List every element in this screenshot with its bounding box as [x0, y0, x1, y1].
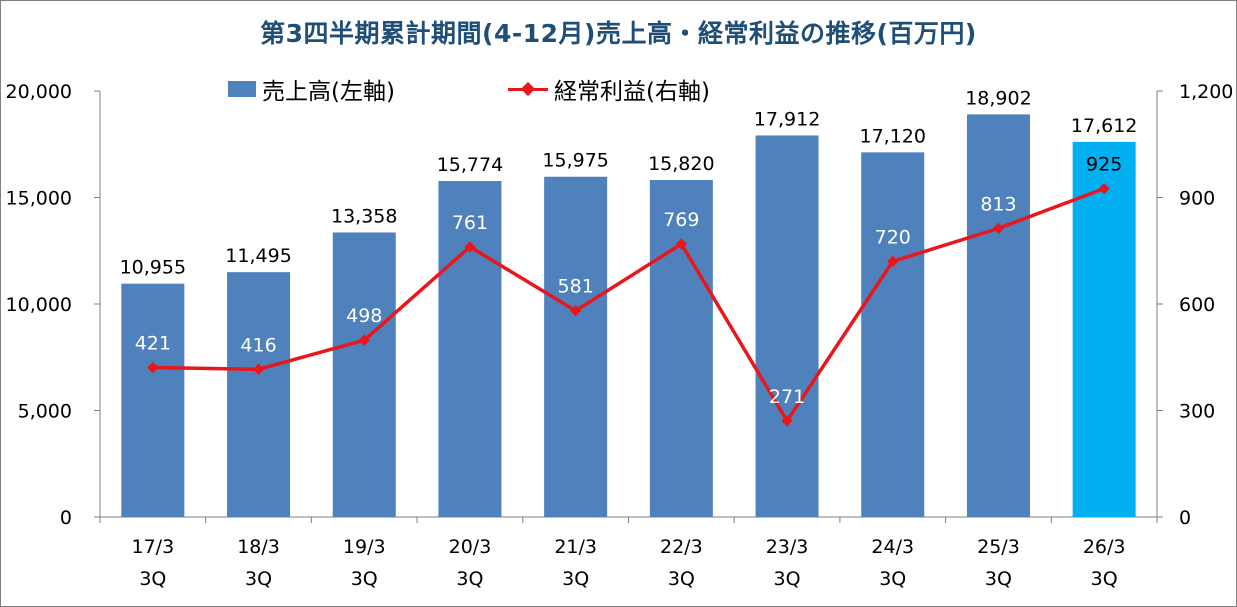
- chart-legend: 売上高(左軸) 経常利益(右軸): [0, 72, 1237, 105]
- legend-item-profit: 経常利益(右軸): [508, 72, 710, 106]
- x-tick-label-sub: 3Q: [668, 568, 695, 590]
- bar-value-label: 17,612: [1071, 115, 1137, 137]
- y-left-tick-label: 10,000: [6, 294, 72, 316]
- x-tick-label-sub: 3Q: [139, 568, 166, 590]
- profit-point: [569, 305, 582, 317]
- x-tick-label: 21/3: [554, 536, 597, 558]
- profit-point: [781, 415, 793, 427]
- x-tick-label-sub: 3Q: [351, 568, 378, 590]
- x-tick-label: 25/3: [977, 536, 1020, 558]
- profit-value-label: 925: [1086, 154, 1122, 176]
- x-tick-label: 17/3: [132, 536, 175, 558]
- x-tick-label: 20/3: [449, 536, 492, 558]
- x-tick-label-sub: 3Q: [1091, 568, 1118, 590]
- y-left-tick-label: 15,000: [6, 188, 72, 210]
- profit-point: [887, 255, 899, 268]
- profit-point: [358, 334, 370, 346]
- profit-point: [992, 222, 1005, 235]
- y-left-tick-label: 20,000: [6, 81, 72, 103]
- chart-title: 第3四半期累計期間(4-12月)売上高・経常利益の推移(百万円): [260, 19, 977, 48]
- x-tick-label-sub: 3Q: [985, 568, 1012, 590]
- x-tick-label-sub: 3Q: [774, 568, 801, 590]
- bar-value-label: 17,120: [860, 125, 926, 147]
- bar-value-label: 11,495: [225, 245, 291, 267]
- profit-value-label: 498: [346, 305, 382, 327]
- x-tick-label-sub: 3Q: [879, 568, 906, 590]
- bar: [332, 232, 396, 517]
- profit-value-label: 769: [663, 209, 699, 231]
- bar: [121, 283, 185, 517]
- x-tick-label: 23/3: [766, 536, 809, 558]
- x-tick-label: 26/3: [1083, 536, 1126, 558]
- bar: [227, 272, 291, 517]
- profit-value-label: 271: [769, 386, 805, 408]
- bar: [1072, 141, 1136, 518]
- bar: [966, 114, 1030, 518]
- bar: [438, 181, 502, 517]
- profit-point: [147, 361, 159, 374]
- legend-label-profit: 経常利益(右軸): [554, 79, 710, 105]
- legend-line-swatch: [508, 81, 548, 97]
- bar-value-label: 17,912: [754, 108, 820, 130]
- y-right-tick-label: 900: [1179, 188, 1215, 210]
- bar: [861, 152, 925, 517]
- profit-value-label: 421: [135, 333, 171, 355]
- x-tick-label: 24/3: [871, 536, 914, 558]
- y-right-tick-label: 600: [1179, 294, 1215, 316]
- bar: [649, 180, 713, 517]
- y-right-tick-label: 300: [1179, 401, 1215, 423]
- bar-value-label: 15,774: [437, 154, 503, 176]
- profit-line: [152, 186, 1105, 423]
- x-tick-label: 22/3: [660, 536, 703, 558]
- x-tick-label: 18/3: [237, 536, 280, 558]
- y-left-tick-label: 5,000: [18, 401, 72, 423]
- profit-value-label: 720: [875, 226, 911, 248]
- profit-value-label: 813: [980, 193, 1016, 215]
- legend-item-sales: 売上高(左軸): [228, 72, 395, 106]
- y-right-tick-label: 1,200: [1179, 81, 1233, 103]
- profit-value-label: 581: [558, 276, 594, 298]
- profit-value-label: 761: [452, 212, 488, 234]
- bar-value-label: 10,955: [120, 257, 186, 279]
- profit-value-label: 416: [240, 334, 276, 356]
- legend-label-sales: 売上高(左軸): [262, 79, 395, 105]
- y-left-tick-label: 0: [60, 507, 72, 529]
- profit-point: [464, 241, 476, 253]
- bar: [755, 135, 819, 517]
- x-tick-label: 19/3: [343, 536, 386, 558]
- bar-value-label: 13,358: [331, 205, 397, 227]
- legend-bar-swatch: [228, 81, 256, 97]
- profit-point: [675, 238, 688, 250]
- profit-point: [1098, 182, 1110, 195]
- x-tick-label-sub: 3Q: [245, 568, 272, 590]
- bar-value-label: 15,975: [542, 150, 608, 172]
- bar-value-label: 18,902: [965, 87, 1031, 109]
- x-tick-label-sub: 3Q: [562, 568, 589, 590]
- x-tick-label-sub: 3Q: [456, 568, 483, 590]
- bar-value-label: 15,820: [648, 153, 714, 175]
- y-right-tick-label: 0: [1179, 507, 1191, 529]
- bar: [544, 176, 608, 518]
